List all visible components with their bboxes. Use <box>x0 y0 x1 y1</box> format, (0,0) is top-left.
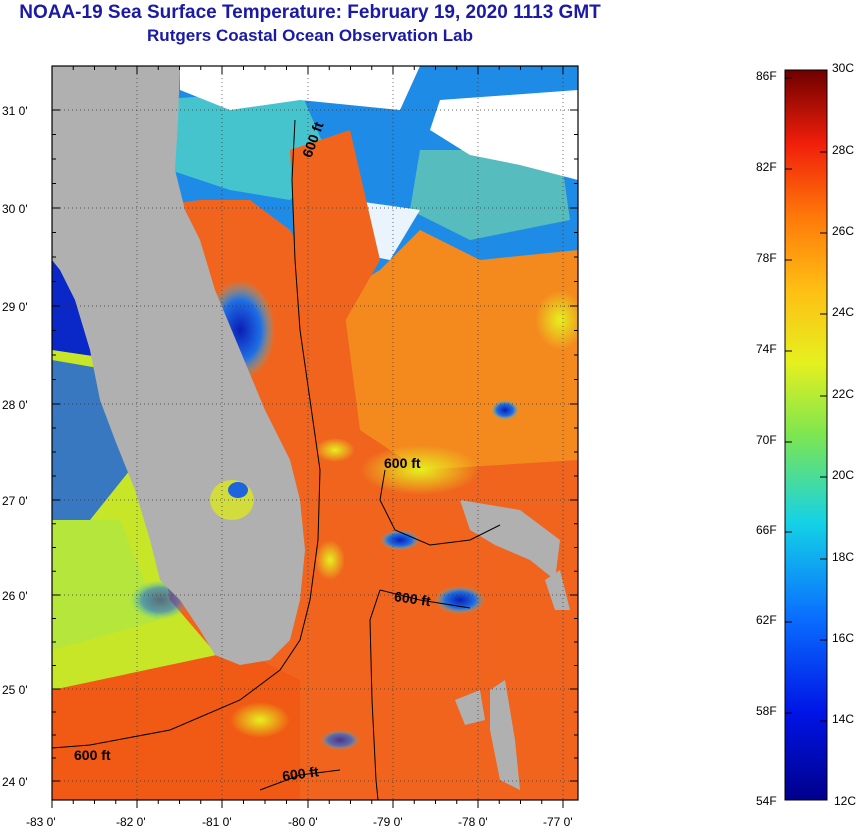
contour-providence <box>379 589 471 609</box>
southern-warm-water <box>52 650 300 800</box>
contour-label: 600 ft <box>393 588 432 609</box>
lat-label: 29 0' <box>2 300 28 314</box>
contour-label: 600 ft <box>281 763 320 784</box>
bahamas-island <box>455 690 485 725</box>
lat-label: 31 0' <box>2 104 28 118</box>
colorbar-c-label: 18C <box>832 550 855 564</box>
contour-label: 600 ft <box>74 747 111 763</box>
lon-label: -80 0' <box>288 815 318 829</box>
colorbar-c-label: 22C <box>832 387 855 401</box>
map-subtitle: Rutgers Coastal Ocean Observation Lab <box>147 26 473 45</box>
colorbar-c-label: 28C <box>832 143 855 157</box>
cold-eddy <box>320 730 360 750</box>
lake-cold-area <box>228 482 248 498</box>
cold-eddy <box>380 530 420 550</box>
colorbar-f-label: 78F <box>756 251 777 265</box>
lat-label: 26 0' <box>2 589 28 603</box>
colorbar-c-label: 20C <box>832 468 855 482</box>
lat-label: 25 0' <box>2 683 28 697</box>
colorbar-f-label: 54F <box>756 794 777 808</box>
warm-eddy <box>315 540 345 580</box>
map-title: NOAA-19 Sea Surface Temperature: Februar… <box>19 2 601 23</box>
map-imagery <box>52 66 578 800</box>
colorbar-c-label: 16C <box>832 631 855 645</box>
colorbar-c-label: 24C <box>832 305 855 319</box>
colorbar-f-label: 70F <box>756 433 777 447</box>
colorbar-f-label: 86F <box>756 69 777 83</box>
warm-eddy <box>230 702 290 738</box>
lat-label: 24 0' <box>2 775 28 789</box>
longitude-labels: -83 0' -82 0' -81 0' -80 0' -79 0' -78 0… <box>26 815 573 829</box>
warm-eddy <box>360 445 480 495</box>
latitude-labels: 31 0' 30 0' 29 0' 28 0' 27 0' 26 0' 25 0… <box>2 104 28 789</box>
bahamas-andros <box>490 680 520 790</box>
colorbar-c-label: 30C <box>832 61 855 75</box>
gulf-mexico-water <box>52 520 160 650</box>
cold-eddy <box>435 586 485 614</box>
colorbar-ticks <box>785 69 827 801</box>
depth-contours <box>51 119 501 801</box>
contour-little-bahama <box>379 469 501 546</box>
contour-south <box>259 769 341 791</box>
colorbar-c-label: 26C <box>832 224 855 238</box>
gulf-stream-north <box>290 130 380 330</box>
tick-marks <box>51 66 578 808</box>
cold-eddy <box>491 400 519 420</box>
cloud-cover <box>430 90 578 180</box>
colorbar-f-label: 82F <box>756 160 777 174</box>
colorbar-c-label: 14C <box>832 712 855 726</box>
colorbar-f-label: 58F <box>756 704 777 718</box>
map-frame <box>51 65 579 801</box>
contour-label: 600 ft <box>384 455 421 471</box>
colorbar-f-label: 66F <box>756 523 777 537</box>
cool-patch <box>150 90 330 200</box>
lon-label: -81 0' <box>202 815 232 829</box>
lon-label: -82 0' <box>116 815 146 829</box>
warm-eddy <box>535 290 578 350</box>
colorbar-c-label: 12C <box>834 794 857 808</box>
cloud-cover <box>180 66 420 110</box>
colorbar-f-label: 74F <box>756 342 777 356</box>
contour-florida-straits <box>51 119 321 749</box>
bahamas-island <box>545 570 570 610</box>
lat-label: 30 0' <box>2 202 28 216</box>
colorbar-f-label: 62F <box>756 613 777 627</box>
lat-label: 27 0' <box>2 494 28 508</box>
temperature-colorbar <box>784 69 828 801</box>
bahamas-little-bahama-bank <box>460 500 560 580</box>
lat-label: 28 0' <box>2 398 28 412</box>
lon-label: -78 0' <box>458 815 488 829</box>
warm-eddy <box>315 438 355 462</box>
lon-label: -77 0' <box>543 815 573 829</box>
lon-label: -79 0' <box>373 815 403 829</box>
cool-patch <box>410 150 570 240</box>
lon-label: -83 0' <box>26 815 56 829</box>
contour-great-bahama <box>369 589 381 801</box>
